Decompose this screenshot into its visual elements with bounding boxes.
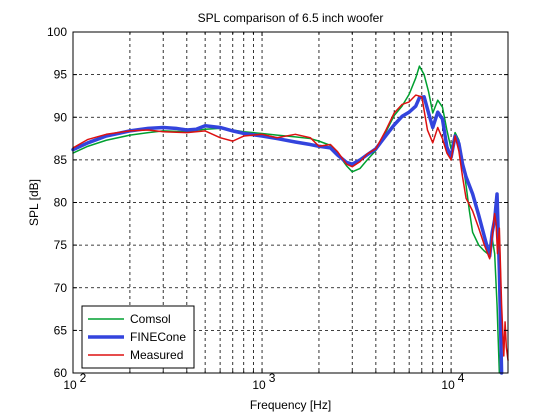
- y-tick-label: 65: [54, 323, 68, 337]
- x-tick-label: 10: [252, 378, 266, 392]
- y-tick-label: 70: [54, 281, 68, 295]
- x-tick-exponent: 4: [458, 371, 465, 385]
- series-layer: [71, 65, 509, 375]
- y-tick-label: 60: [54, 366, 68, 380]
- legend: Comsol FINECone Measured: [81, 305, 195, 369]
- y-tick-label: 75: [54, 238, 68, 252]
- y-tick-label: 90: [54, 110, 68, 124]
- grid: [73, 32, 508, 373]
- series-line-finecone: [71, 95, 504, 375]
- y-tick-label: 95: [54, 68, 68, 82]
- y-axis-label: SPL [dB]: [27, 179, 41, 226]
- y-tick-label: 100: [47, 25, 67, 39]
- legend-label-comsol: Comsol: [130, 312, 171, 326]
- x-tick-exponent: 3: [269, 371, 276, 385]
- x-tick-label: 10: [441, 378, 455, 392]
- y-tick-label: 80: [54, 196, 68, 210]
- series-line-measured: [72, 94, 509, 361]
- x-tick-exponent: 2: [80, 371, 87, 385]
- ticks: [72, 31, 508, 374]
- y-tick-label: 85: [54, 153, 68, 167]
- x-tick-label: 10: [63, 378, 77, 392]
- legend-label-measured: Measured: [130, 348, 183, 362]
- legend-label-finecone: FINECone: [130, 330, 186, 344]
- chart-title: SPL comparison of 6.5 inch woofer: [198, 11, 384, 25]
- x-axis-label: Frequency [Hz]: [250, 398, 331, 412]
